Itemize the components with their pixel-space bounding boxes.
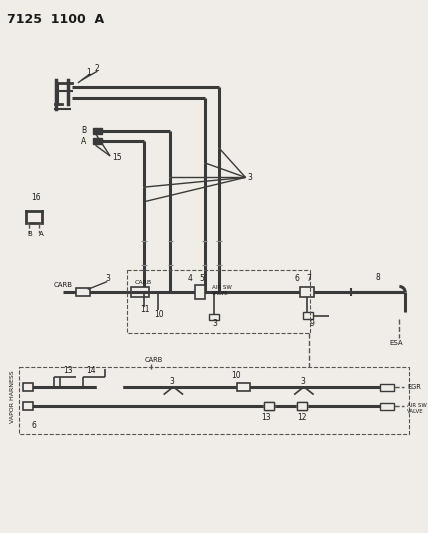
Text: 10: 10 (231, 370, 241, 379)
Text: 3: 3 (169, 377, 174, 386)
Bar (127, 270, 310, 333)
Text: 16: 16 (31, 193, 41, 203)
Text: 11: 11 (140, 305, 150, 314)
Text: A: A (81, 137, 86, 146)
Text: AIR SW
VALVE: AIR SW VALVE (212, 286, 232, 296)
Text: B: B (81, 126, 86, 135)
Text: 7: 7 (307, 274, 312, 283)
Bar (92, 128, 102, 134)
Bar (209, 314, 219, 320)
Text: ESA: ESA (389, 340, 403, 346)
Text: 4: 4 (188, 274, 193, 283)
Text: 3: 3 (105, 274, 110, 283)
Text: CARB: CARB (144, 358, 162, 364)
Bar (237, 383, 250, 391)
Text: 13: 13 (63, 366, 73, 375)
Text: 10: 10 (154, 310, 163, 319)
Text: 15: 15 (112, 154, 122, 163)
Text: 3: 3 (212, 319, 217, 328)
Text: CARB: CARB (54, 281, 73, 287)
Text: 14: 14 (86, 366, 95, 375)
Bar (264, 402, 274, 410)
Text: 13: 13 (261, 414, 270, 423)
Bar (297, 402, 307, 410)
Text: 8: 8 (375, 273, 380, 282)
Bar (76, 288, 89, 296)
Text: A: A (39, 231, 44, 237)
Text: 6: 6 (31, 421, 36, 430)
Text: 9: 9 (310, 319, 315, 328)
Text: 7125  1100  A: 7125 1100 A (7, 13, 104, 26)
Bar (264, 402, 274, 410)
Text: 3: 3 (247, 173, 252, 182)
Bar (24, 383, 33, 391)
Text: B: B (27, 231, 32, 237)
Text: EGR: EGR (407, 384, 421, 390)
Bar (297, 402, 307, 410)
Bar (303, 312, 313, 319)
Bar (380, 403, 393, 410)
Bar (20, 367, 409, 433)
Text: 2: 2 (95, 64, 99, 73)
Text: AIR SW
VALVE: AIR SW VALVE (407, 403, 427, 414)
Text: CARB: CARB (134, 280, 152, 285)
Bar (195, 286, 205, 299)
Text: 3: 3 (300, 377, 305, 386)
Text: 6: 6 (294, 274, 299, 283)
Bar (300, 287, 314, 297)
Text: 1: 1 (86, 68, 90, 77)
Text: 5: 5 (200, 274, 205, 283)
Text: VAPOR HARNESS: VAPOR HARNESS (10, 370, 15, 423)
Bar (24, 402, 33, 410)
Bar (131, 287, 149, 297)
Bar (380, 384, 393, 391)
Bar (92, 139, 102, 144)
Text: 12: 12 (297, 414, 306, 423)
